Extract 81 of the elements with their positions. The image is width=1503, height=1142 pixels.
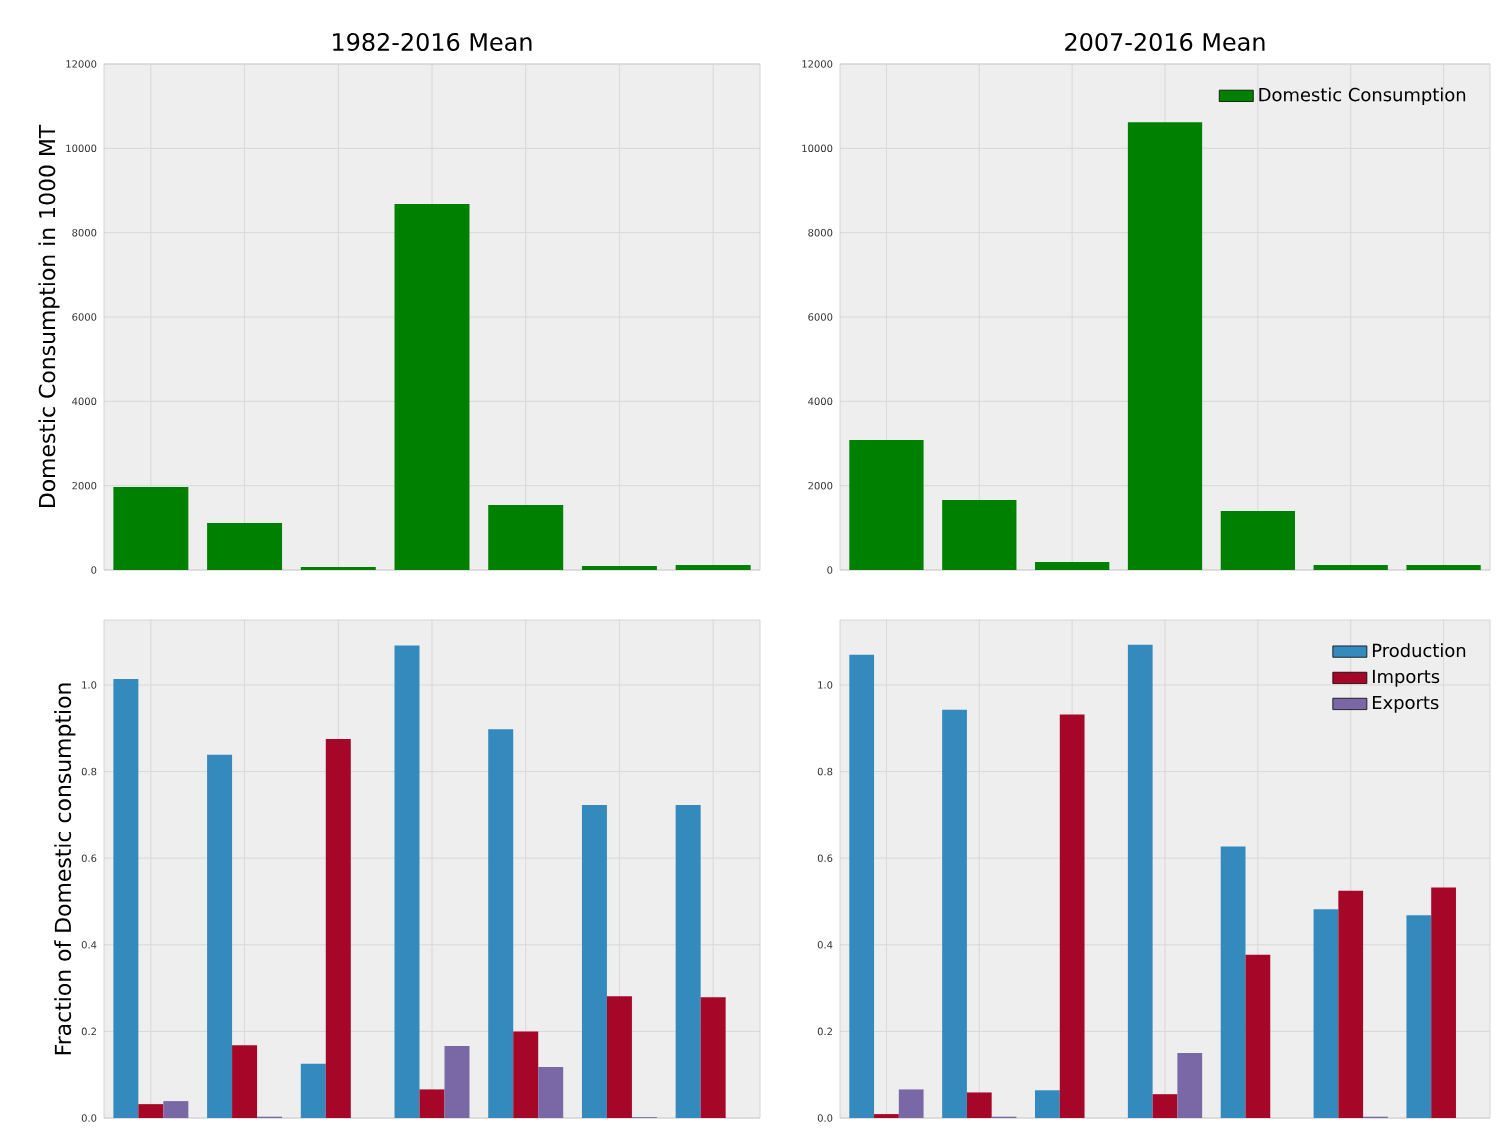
y-tick-label: 6000 [72, 313, 97, 321]
y-tick-label: 0.6 [81, 854, 97, 862]
bar [1127, 644, 1153, 1118]
y-tick-label: 6000 [808, 313, 833, 321]
bar [488, 505, 564, 570]
bar [581, 565, 657, 570]
bar [581, 804, 607, 1118]
y-tick-label: 0 [91, 566, 97, 574]
bar [1406, 915, 1432, 1118]
y-tick-label: 0.0 [81, 1114, 97, 1122]
bar [1152, 1094, 1178, 1118]
bar [675, 804, 701, 1118]
y-tick-label: 8000 [808, 228, 833, 237]
y-tick-label: 0.8 [81, 767, 97, 776]
bar [232, 1045, 258, 1118]
legend-label: Exports [1372, 695, 1439, 713]
y-tick-label: 0.4 [81, 941, 97, 949]
y-tick-label: 0.4 [817, 941, 833, 949]
y-tick-label: 2000 [808, 481, 833, 490]
bar [113, 678, 139, 1118]
y-tick-label: 12000 [66, 60, 97, 68]
bar [325, 739, 351, 1118]
bar [1220, 846, 1246, 1118]
bar [394, 645, 420, 1118]
bar [898, 1089, 924, 1118]
bar [1127, 122, 1203, 570]
bar [1220, 510, 1296, 570]
y-axis-title: Domestic Consumption in 1000 MT [38, 124, 60, 508]
bar [1406, 564, 1481, 570]
bar [1035, 1090, 1060, 1118]
legend-label: Domestic Consumption [1259, 87, 1466, 105]
bar [942, 709, 967, 1118]
y-tick-label: 0.6 [817, 854, 833, 862]
y-tick-label: 4000 [72, 397, 97, 406]
y-tick-label: 1.0 [818, 681, 833, 689]
y-tick-label: 12000 [802, 60, 833, 68]
bar [488, 729, 514, 1118]
bar [966, 1092, 992, 1118]
bar [300, 1063, 326, 1118]
bar [675, 564, 751, 570]
bar [1035, 561, 1110, 570]
bar [849, 440, 924, 570]
bar [163, 1101, 189, 1118]
y-axis-title: Fraction of Domestic consumption [54, 683, 76, 1055]
bar [1313, 909, 1339, 1118]
bar [300, 567, 376, 570]
y-tick-label: 4000 [808, 397, 833, 406]
bar [513, 1031, 539, 1118]
legend-label: Imports [1372, 669, 1440, 687]
y-tick-label: 0.2 [817, 1027, 832, 1036]
y-tick-label: 0.2 [81, 1027, 96, 1036]
bar [1431, 887, 1456, 1118]
y-tick-label: 8000 [72, 228, 97, 237]
bar [394, 203, 470, 570]
bar [444, 1046, 470, 1118]
bar [1059, 714, 1085, 1118]
bar [207, 754, 233, 1118]
bar [1177, 1053, 1203, 1118]
bar [1313, 564, 1388, 570]
bar [1245, 954, 1271, 1118]
bar [1338, 890, 1364, 1118]
y-tick-label: 0 [827, 566, 833, 574]
bar [419, 1089, 445, 1118]
bar [113, 486, 189, 570]
bar [538, 1066, 564, 1118]
y-tick-label: 10000 [66, 144, 97, 153]
chart-title: 1982-2016 Mean [333, 32, 532, 51]
chart-title: 2007-2016 Mean [1065, 32, 1265, 51]
bar [207, 522, 283, 570]
bar [700, 997, 726, 1118]
bar [138, 1104, 164, 1118]
y-tick-label: 10000 [802, 144, 833, 153]
bar [942, 500, 1017, 570]
bar [606, 996, 632, 1118]
y-tick-label: 0.0 [817, 1114, 833, 1122]
y-tick-label: 0.8 [817, 767, 833, 776]
y-tick-label: 2000 [72, 481, 97, 490]
bar [874, 1114, 899, 1118]
legend-label: Production [1372, 643, 1466, 658]
y-tick-label: 1.0 [82, 681, 97, 689]
bar [849, 654, 875, 1118]
